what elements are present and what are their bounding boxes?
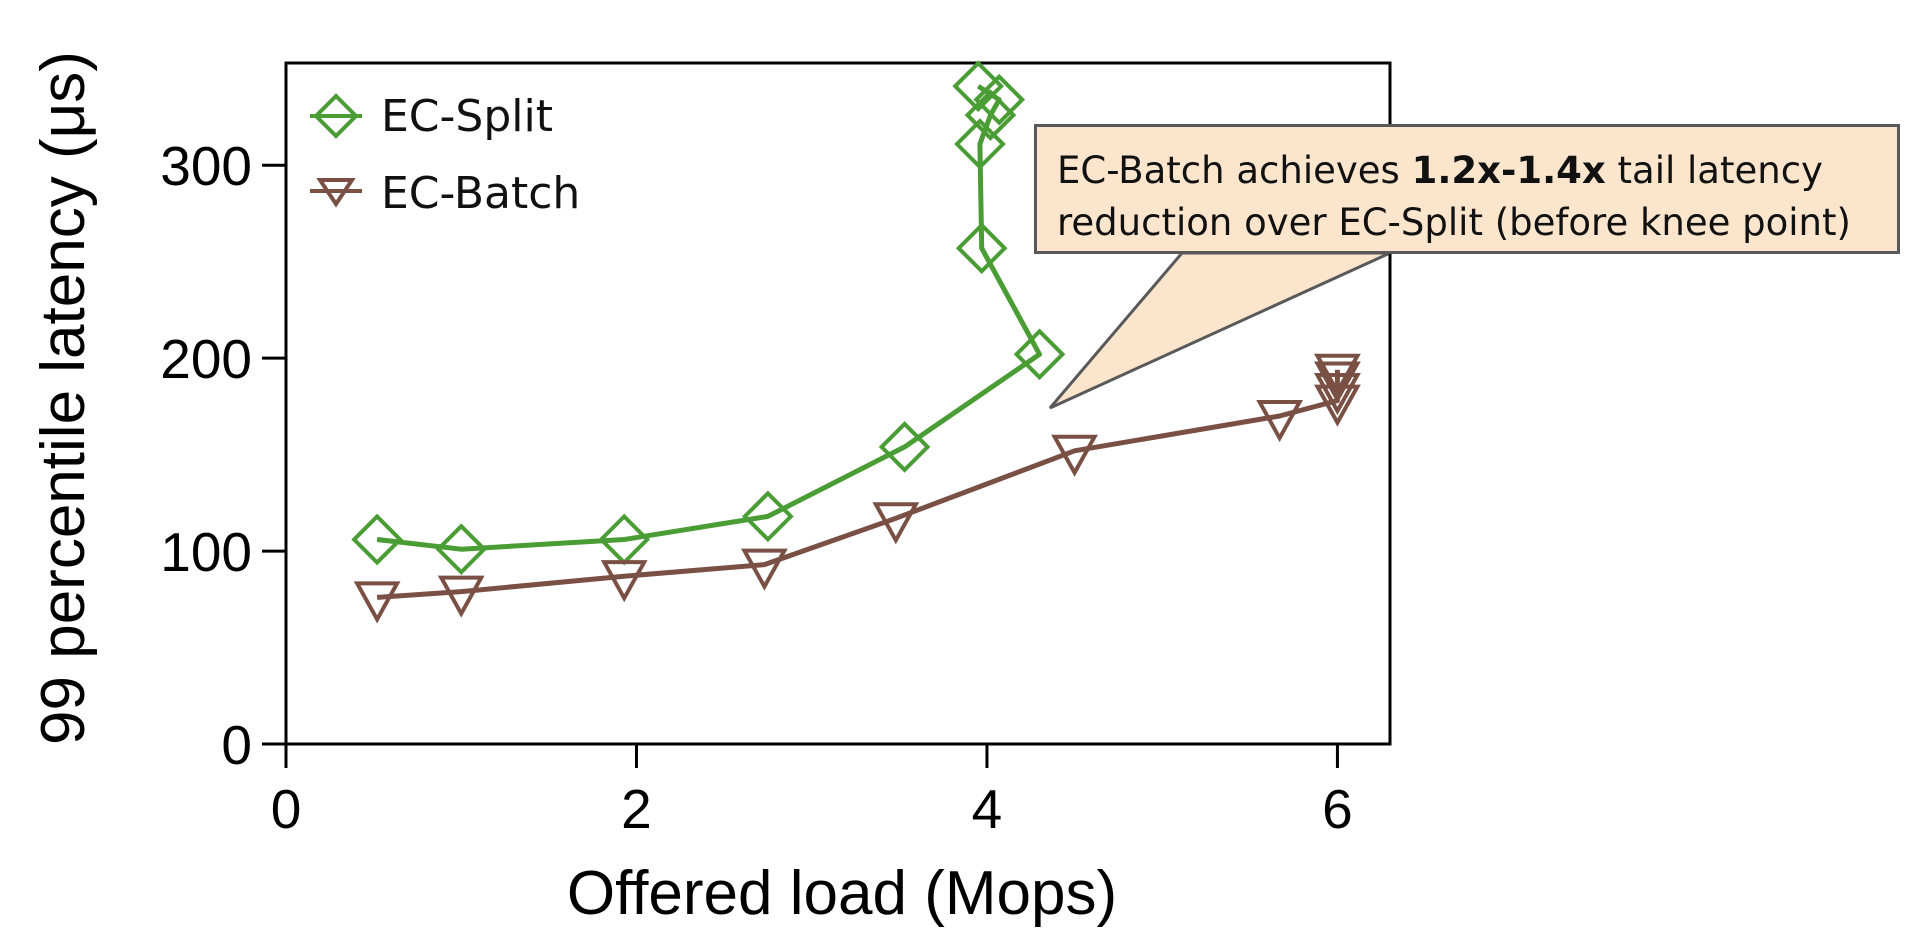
data-point-ec-split <box>878 421 931 473</box>
data-point-ec-batch <box>1051 434 1098 477</box>
data-point-ec-split <box>742 490 794 543</box>
data-point-ec-batch <box>741 548 788 591</box>
annotation-text-bold: 1.2x-1.4x <box>1411 149 1606 192</box>
data-point-ec-batch <box>1256 400 1303 443</box>
y-axis-title: 99 percentile latency (μs) <box>29 51 98 745</box>
y-tick-label: 300 <box>160 135 252 197</box>
legend: EC-Split EC-Batch <box>310 91 580 219</box>
y-tick-label: 100 <box>160 521 252 583</box>
legend-label-ec-split: EC-Split <box>381 91 553 142</box>
data-point-ec-split <box>1013 328 1066 381</box>
data-point-ec-batch <box>872 502 920 545</box>
data-point-ec-batch <box>600 560 648 603</box>
x-tick-label: 2 <box>621 778 652 840</box>
y-tick-label: 0 <box>221 714 252 776</box>
annotation-callout: EC-Batch achieves 1.2x-1.4x tail latency… <box>1034 124 1900 254</box>
data-point-ec-batch <box>1314 353 1361 396</box>
data-point-ec-split <box>955 222 1008 275</box>
y-tick-label: 200 <box>160 328 252 390</box>
series-line-ec-batch <box>376 369 1340 600</box>
data-point-ec-split <box>973 73 1026 126</box>
data-point-ec-batch <box>437 575 485 618</box>
series-line-ec-split <box>376 84 1042 552</box>
legend-marker-ec-batch <box>316 178 356 208</box>
data-point-ec-split <box>435 523 488 575</box>
data-point-ec-split <box>351 513 403 566</box>
x-axis-title: Offered load (Mops) <box>567 859 1117 928</box>
x-tick-label: 4 <box>972 778 1003 840</box>
x-tick-label: 6 <box>1322 778 1353 840</box>
annotation-line-2: reduction over EC-Split (before knee poi… <box>1057 201 1851 244</box>
x-tick-label: 0 <box>271 778 302 840</box>
legend-marker-ec-split <box>313 93 359 139</box>
data-point-ec-batch <box>1314 361 1361 404</box>
plot-frame <box>284 61 1392 746</box>
annotation-line-1: EC-Batch achieves 1.2x-1.4x tail latency <box>1057 145 1897 197</box>
data-point-ec-batch <box>1314 384 1361 427</box>
data-point-ec-batch <box>353 581 401 624</box>
data-point-ec-split <box>954 118 1006 170</box>
data-point-ec-batch <box>1314 373 1361 416</box>
annotation-text-before: EC-Batch achieves <box>1057 149 1412 192</box>
data-point-ec-split <box>952 60 1005 112</box>
annotation-text-after: tail latency <box>1605 149 1823 192</box>
legend-label-ec-batch: EC-Batch <box>381 168 580 219</box>
